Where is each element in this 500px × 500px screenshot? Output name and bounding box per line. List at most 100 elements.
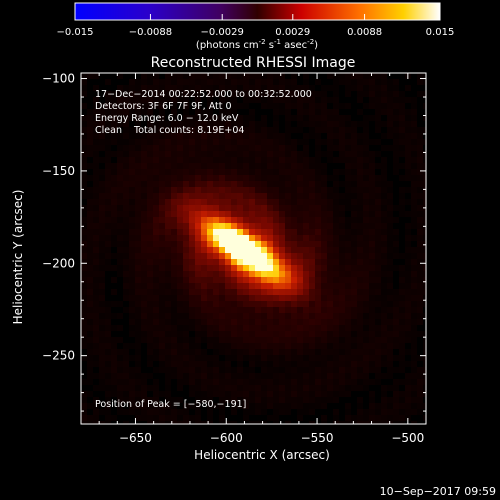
heatmap-pixel <box>369 265 375 271</box>
heatmap-pixel <box>339 349 345 355</box>
heatmap-pixel <box>207 307 213 313</box>
heatmap-pixel <box>171 157 177 163</box>
heatmap-pixel <box>393 91 399 97</box>
heatmap-pixel <box>411 397 417 403</box>
heatmap-pixel <box>231 121 237 127</box>
heatmap-pixel <box>369 247 375 253</box>
heatmap-pixel <box>135 307 141 313</box>
heatmap-pixel <box>177 415 183 421</box>
heatmap-pixel <box>129 127 135 133</box>
heatmap-pixel <box>201 175 207 181</box>
heatmap-pixel <box>405 295 411 301</box>
heatmap-pixel <box>129 409 135 415</box>
heatmap-pixel <box>183 103 189 109</box>
heatmap-pixel <box>321 199 327 205</box>
heatmap-pixel <box>159 109 165 115</box>
heatmap-pixel <box>279 319 285 325</box>
heatmap-pixel <box>123 409 129 415</box>
heatmap-pixel <box>273 79 279 85</box>
heatmap-pixel <box>285 295 291 301</box>
heatmap-pixel <box>207 85 213 91</box>
heatmap-pixel <box>279 109 285 115</box>
heatmap-pixel <box>81 139 87 145</box>
heatmap-pixel <box>177 409 183 415</box>
heatmap-pixel <box>243 391 249 397</box>
heatmap-pixel <box>309 385 315 391</box>
heatmap-pixel <box>285 373 291 379</box>
heatmap-pixel <box>339 139 345 145</box>
heatmap-pixel <box>111 181 117 187</box>
heatmap-pixel <box>159 283 165 289</box>
heatmap-pixel <box>345 331 351 337</box>
heatmap-pixel <box>147 409 153 415</box>
heatmap-pixel <box>393 127 399 133</box>
heatmap-pixel <box>225 127 231 133</box>
heatmap-pixel <box>285 163 291 169</box>
heatmap-pixel <box>243 355 249 361</box>
heatmap-pixel <box>267 379 273 385</box>
heatmap-pixel <box>183 97 189 103</box>
heatmap-pixel <box>117 247 123 253</box>
heatmap-pixel <box>135 385 141 391</box>
heatmap-pixel <box>183 259 189 265</box>
heatmap-pixel <box>225 145 231 151</box>
heatmap-pixel <box>237 271 243 277</box>
annotation-time-range: 17−Dec−2014 00:22:52.000 to 00:32:52.000 <box>95 89 312 100</box>
heatmap-pixel <box>351 199 357 205</box>
heatmap-pixel <box>189 73 195 79</box>
heatmap-pixel <box>345 85 351 91</box>
heatmap-pixel <box>387 85 393 91</box>
heatmap-pixel <box>153 151 159 157</box>
heatmap-pixel <box>333 133 339 139</box>
heatmap-pixel <box>273 109 279 115</box>
heatmap-pixel <box>123 217 129 223</box>
heatmap-pixel <box>183 379 189 385</box>
heatmap-pixel <box>411 391 417 397</box>
heatmap-pixel <box>123 151 129 157</box>
heatmap-pixel <box>201 265 207 271</box>
heatmap-pixel <box>135 415 141 421</box>
heatmap-pixel <box>159 229 165 235</box>
heatmap-pixel <box>195 241 201 247</box>
heatmap-pixel <box>375 229 381 235</box>
heatmap-pixel <box>279 85 285 91</box>
heatmap-pixel <box>357 313 363 319</box>
heatmap-pixel <box>141 247 147 253</box>
heatmap-pixel <box>105 211 111 217</box>
heatmap-pixel <box>357 91 363 97</box>
heatmap-pixel <box>399 265 405 271</box>
heatmap-pixel <box>195 175 201 181</box>
heatmap-pixel <box>351 361 357 367</box>
heatmap-pixel <box>219 103 225 109</box>
heatmap-pixel <box>297 157 303 163</box>
heatmap-pixel <box>327 295 333 301</box>
heatmap-pixel <box>93 409 99 415</box>
heatmap-pixel <box>87 367 93 373</box>
heatmap-pixel <box>219 337 225 343</box>
heatmap-pixel <box>351 193 357 199</box>
heatmap-pixel <box>351 283 357 289</box>
heatmap-pixel <box>105 337 111 343</box>
heatmap-pixel <box>153 307 159 313</box>
heatmap-pixel <box>261 373 267 379</box>
heatmap-pixel <box>381 415 387 421</box>
heatmap-pixel <box>387 181 393 187</box>
heatmap-pixel <box>81 331 87 337</box>
heatmap-pixel <box>387 355 393 361</box>
heatmap-pixel <box>303 313 309 319</box>
heatmap-pixel <box>375 181 381 187</box>
heatmap-pixel <box>129 163 135 169</box>
heatmap-pixel <box>231 349 237 355</box>
heatmap-pixel <box>339 223 345 229</box>
heatmap-pixel <box>153 157 159 163</box>
heatmap-pixel <box>267 223 273 229</box>
heatmap-pixel <box>423 385 426 391</box>
heatmap-pixel <box>87 187 93 193</box>
heatmap-pixel <box>381 121 387 127</box>
heatmap-pixel <box>213 181 219 187</box>
heatmap-pixel <box>207 73 213 79</box>
colorbar-tick-label: −0.0029 <box>201 27 244 38</box>
heatmap-pixel <box>309 355 315 361</box>
heatmap-pixel <box>171 85 177 91</box>
heatmap-pixel <box>375 97 381 103</box>
